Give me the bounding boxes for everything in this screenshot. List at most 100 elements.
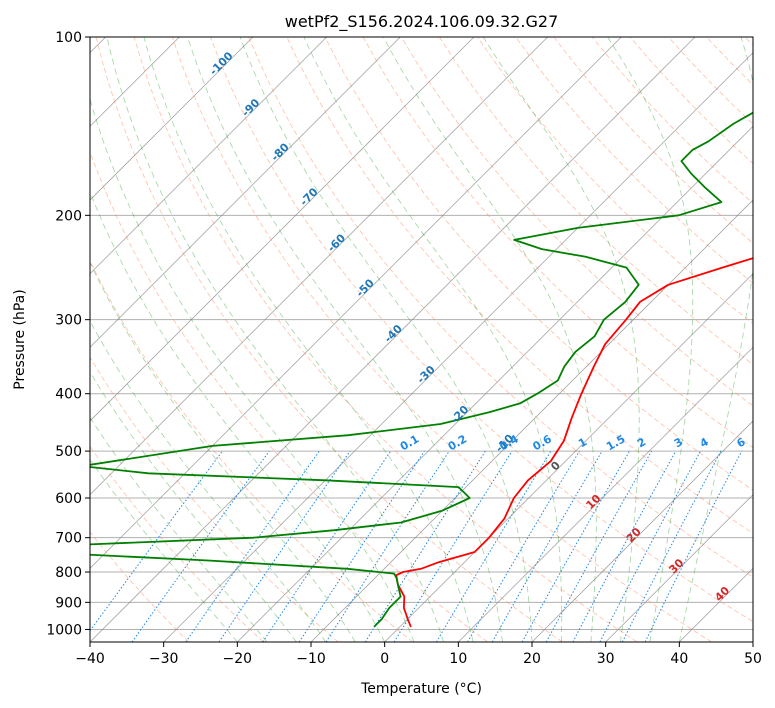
isotherm-line bbox=[458, 346, 753, 642]
y-tick-label: 100 bbox=[55, 30, 82, 46]
isotherm-line bbox=[384, 273, 753, 642]
adiabat-label: -20 bbox=[448, 403, 471, 426]
dry-adiabat bbox=[706, 37, 753, 86]
adiabat-label: -70 bbox=[297, 185, 320, 208]
y-tick-label: 500 bbox=[55, 444, 82, 460]
adiabat-label: 30 bbox=[666, 556, 686, 576]
mixing-ratio-line bbox=[393, 450, 513, 642]
y-axis-title: Pressure (hPa) bbox=[12, 289, 28, 389]
plot-frame bbox=[89, 36, 754, 643]
x-tick-label: 30 bbox=[597, 651, 615, 667]
x-axis-ticks: −40 −30 −20 −10 0 10 20 30 40 50 bbox=[75, 642, 762, 667]
moist-adiabat bbox=[106, 37, 444, 642]
x-tick-label: 50 bbox=[744, 651, 762, 667]
reference-lines bbox=[90, 37, 753, 642]
y-tick-label: 800 bbox=[55, 565, 82, 581]
moist-adiabat bbox=[90, 320, 327, 642]
x-tick-label: 40 bbox=[670, 651, 688, 667]
dry-adiabat bbox=[400, 37, 753, 407]
isotherm-line bbox=[531, 420, 753, 642]
dry-adiabat bbox=[95, 37, 563, 642]
dry-adiabat bbox=[90, 531, 190, 642]
isotherm-line bbox=[163, 52, 753, 642]
moist-adiabat bbox=[382, 37, 597, 642]
moist-adiabat bbox=[303, 37, 563, 642]
sounding-series bbox=[90, 111, 753, 628]
x-tick-label: 10 bbox=[449, 651, 467, 667]
x-tick-label: 20 bbox=[523, 651, 541, 667]
chart-title: wetPf2_S156.2024.106.09.32.G27 bbox=[285, 12, 559, 32]
mixing-ratio-line bbox=[644, 450, 743, 642]
dry-adiabat bbox=[210, 37, 753, 623]
dry-adiabat bbox=[324, 37, 753, 491]
moist-adiabat bbox=[143, 37, 474, 642]
isotherm-line bbox=[310, 199, 753, 642]
isotherm-line bbox=[90, 37, 327, 275]
mixing-ratio-line bbox=[545, 450, 653, 642]
adiabat-label: -30 bbox=[414, 363, 437, 386]
adiabat-label: 10 bbox=[583, 492, 603, 512]
mixing-ratio-label: 1.5 bbox=[604, 432, 627, 453]
dry-adiabat bbox=[553, 37, 753, 244]
mixing-ratio-line bbox=[262, 450, 392, 642]
dewpoint-profile-line bbox=[90, 111, 753, 628]
moist-adiabat bbox=[482, 37, 640, 642]
mixing-ratio-line bbox=[521, 450, 630, 642]
dry-adiabat bbox=[90, 150, 488, 642]
adiabat-label: -40 bbox=[382, 322, 405, 345]
mixing-ratio-line bbox=[599, 450, 701, 642]
dry-adiabat bbox=[171, 37, 712, 642]
dry-adiabat bbox=[515, 37, 753, 284]
y-tick-label: 700 bbox=[55, 531, 82, 547]
x-tick-label: −40 bbox=[75, 651, 105, 667]
moist-adiabat bbox=[90, 261, 356, 642]
mixing-ratio-label: 4 bbox=[698, 435, 711, 450]
dry-adiabat bbox=[133, 37, 638, 642]
moist-adiabat bbox=[90, 190, 386, 642]
moist-adiabat bbox=[607, 37, 694, 642]
y-tick-label: 300 bbox=[55, 313, 82, 329]
adiabat-label: 40 bbox=[712, 584, 732, 604]
dry-adiabat bbox=[477, 37, 753, 325]
moist-adiabat bbox=[678, 37, 753, 642]
isotherm-line bbox=[90, 37, 548, 496]
adiabat-label: -90 bbox=[239, 96, 262, 119]
moist-adiabat bbox=[187, 37, 503, 642]
mixing-ratio-label: 0.1 bbox=[398, 432, 421, 453]
temperature-profile-line bbox=[395, 257, 753, 628]
adiabat-label: -80 bbox=[269, 140, 292, 163]
line-annotations: -100-90-80-70-60-50-40-30-20-10010203040… bbox=[207, 49, 748, 604]
mixing-ratio-line bbox=[185, 450, 320, 642]
moist-adiabat bbox=[90, 458, 238, 642]
mixing-ratio-line bbox=[621, 450, 722, 642]
moist-adiabat bbox=[239, 37, 533, 642]
moist-adiabat bbox=[90, 371, 297, 642]
mixing-ratio-label: 0.6 bbox=[530, 432, 554, 453]
x-tick-label: 0 bbox=[380, 651, 389, 667]
isotherm-line bbox=[90, 37, 401, 348]
adiabat-label: -100 bbox=[207, 49, 236, 78]
dry-adiabat bbox=[90, 260, 414, 642]
mixing-ratio-line bbox=[467, 450, 580, 642]
isotherm-line bbox=[90, 37, 254, 201]
isotherm-line bbox=[237, 125, 753, 642]
dry-adiabat bbox=[744, 37, 753, 46]
mixing-ratio-line bbox=[131, 450, 270, 642]
dry-adiabat bbox=[90, 445, 264, 642]
mixing-ratio-line bbox=[364, 450, 486, 642]
adiabat-label: -60 bbox=[325, 231, 348, 254]
y-tick-label: 200 bbox=[55, 208, 82, 224]
dry-adiabat bbox=[668, 37, 753, 125]
moist-adiabat bbox=[90, 416, 268, 642]
moist-adiabat bbox=[90, 97, 415, 642]
mixing-ratio-line bbox=[572, 450, 677, 642]
adiabat-label: -50 bbox=[354, 276, 377, 299]
y-tick-label: 400 bbox=[55, 387, 82, 403]
y-tick-label: 1000 bbox=[46, 622, 82, 638]
x-tick-label: −10 bbox=[296, 651, 326, 667]
x-axis-title: Temperature (°C) bbox=[360, 681, 482, 697]
mixing-ratio-line bbox=[218, 450, 351, 642]
mixing-ratio-label: 2 bbox=[635, 435, 648, 450]
mixing-ratio-label: 0.2 bbox=[446, 432, 469, 453]
adiabat-label: 20 bbox=[624, 525, 644, 545]
